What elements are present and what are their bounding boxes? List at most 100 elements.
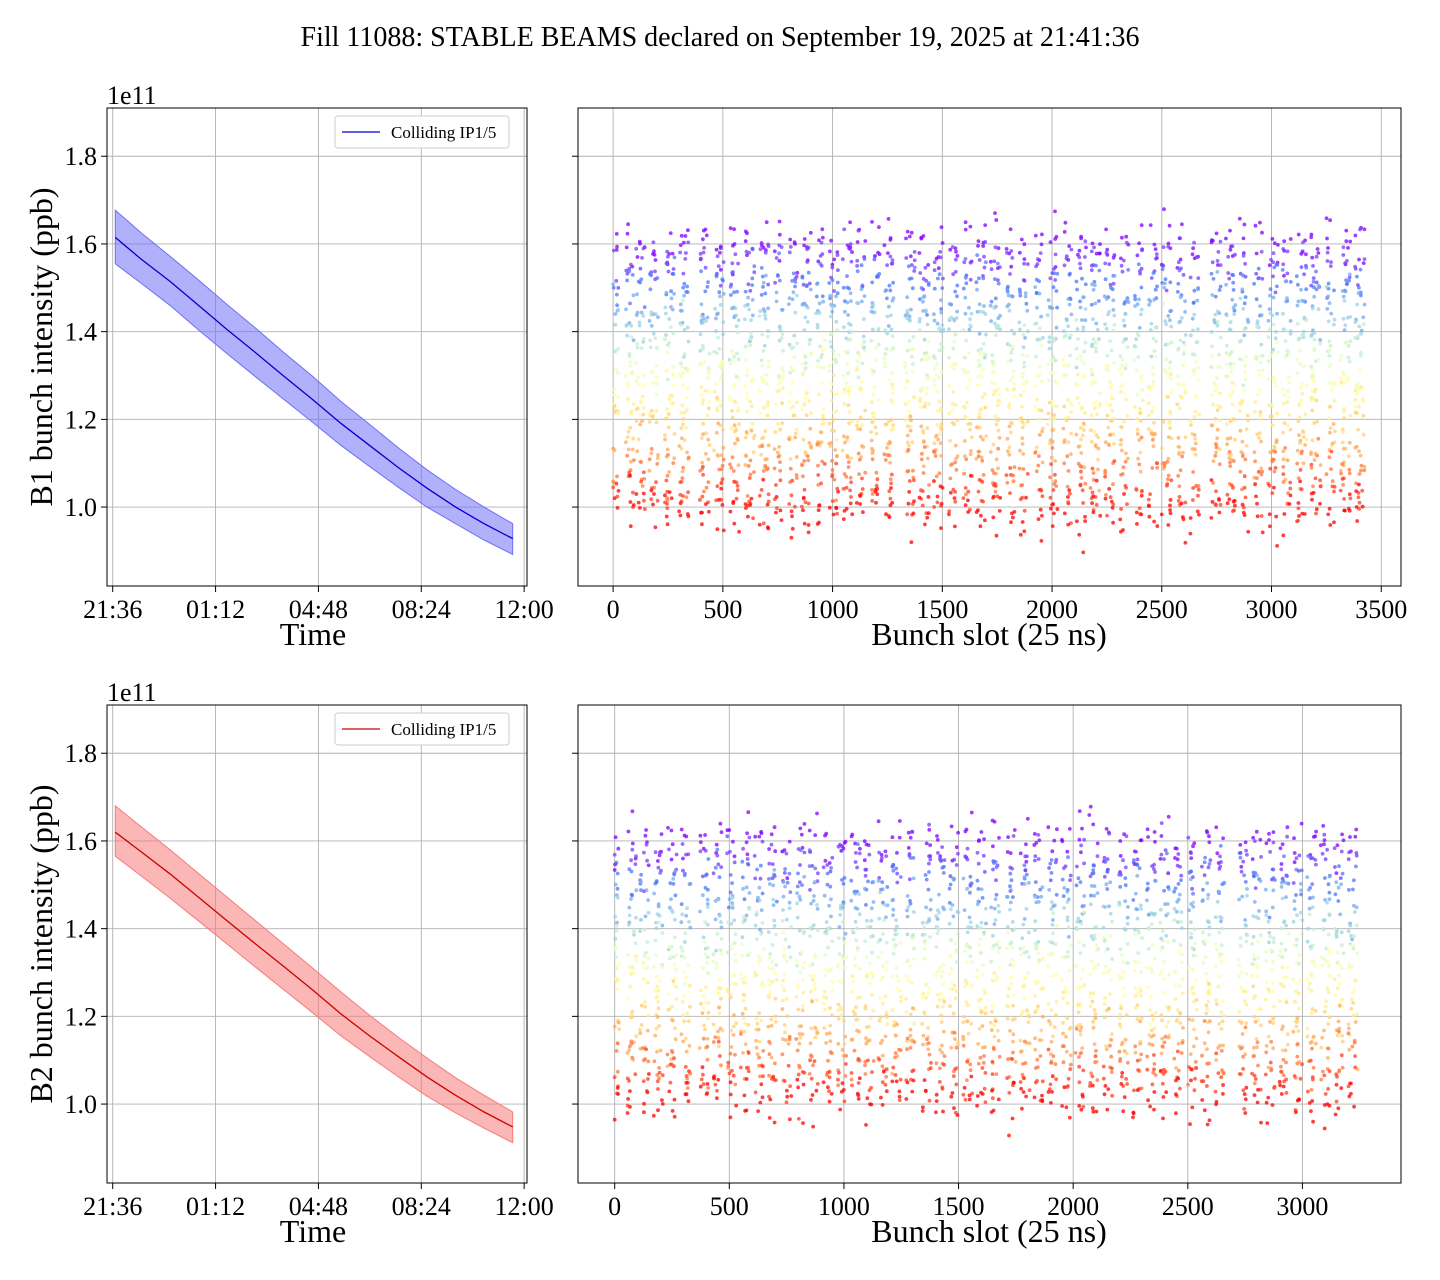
b1-slots-bunch-point <box>1309 232 1314 237</box>
b2-slots-bunch-point <box>938 965 942 970</box>
b1-slots-bunch-point <box>1168 376 1173 381</box>
b2-slots-bunch-point <box>1258 837 1263 842</box>
b1-slots-bunch-point <box>968 323 973 328</box>
b1-slots-bunch-point <box>750 283 755 287</box>
b2-slots-bunch-point <box>1005 894 1009 899</box>
b1-slots-bunch-point <box>848 475 853 480</box>
b1-slots-bunch-point <box>1022 508 1027 513</box>
b2-slots-bunch-point <box>730 895 735 900</box>
b1-slots-bunch-point <box>1309 452 1313 456</box>
b1-slots-bunch-point <box>830 458 834 463</box>
b1-slots-bunch-point <box>790 297 795 302</box>
b1-slots-bunch-point <box>889 327 894 332</box>
b2-slots-bunch-point <box>898 875 903 879</box>
b1-slots-bunch-point <box>1296 419 1301 424</box>
b1-slots-bunch-point <box>748 458 753 463</box>
b1-slots-bunch-point <box>1358 350 1363 355</box>
b1-slots-bunch-point <box>760 436 764 441</box>
b1-slots-bunch-point <box>1105 247 1110 252</box>
b2-slots-bunch-point <box>879 852 884 857</box>
b2-slots-bunch-point <box>841 956 846 961</box>
b2-slots-bunch-point <box>1027 881 1031 885</box>
b1-slots-bunch-point <box>777 232 782 237</box>
b1-slots-bunch-point <box>1112 442 1116 446</box>
b2-slots-bunch-point <box>1135 916 1140 921</box>
b2-slots-bunch-point <box>1256 956 1261 960</box>
b2-slots-bunch-point <box>1061 894 1066 898</box>
b1-slots-bunch-point <box>666 425 671 430</box>
b1-slots-bunch-point <box>976 348 981 353</box>
b2-slots-bunch-point <box>984 906 988 911</box>
b2-slots-bunch-point <box>1125 915 1130 920</box>
b1-slots-bunch-point <box>615 292 619 297</box>
b1-slots-bunch-point <box>1243 495 1248 500</box>
b1-slots-bunch-point <box>1237 340 1242 344</box>
b2-slots-bunch-point <box>706 905 710 909</box>
b2-slots-bunch-point <box>811 898 816 903</box>
b1-slots-bunch-point <box>1096 457 1100 462</box>
b2-slots-bunch-point <box>1280 896 1285 901</box>
b1-slots-bunch-point <box>1138 271 1142 276</box>
b1-slots-bunch-point <box>963 311 968 316</box>
b2-slots-bunch-point <box>1133 986 1137 991</box>
b1-slots-bunch-point <box>1286 395 1291 400</box>
b1-slots-bunch-point <box>827 281 832 285</box>
b2-slots-bunch-point <box>1309 946 1314 951</box>
b1-slots-bunch-point <box>1257 354 1262 359</box>
b1-slots-bunch-point <box>1325 307 1330 311</box>
b2-slots-bunch-point <box>768 983 772 988</box>
b2-slots-bunch-point <box>838 913 842 917</box>
b2-slots-bunch-point <box>824 967 828 972</box>
b2-slots-bunch-point <box>1101 904 1106 909</box>
b1-slots-bunch-point <box>680 469 685 474</box>
b1-slots-bunch-point <box>947 355 952 360</box>
b1-slots-bunch-point <box>777 243 782 248</box>
b1-slots-bunch-point <box>1328 523 1333 527</box>
b2-slots-bunch-point <box>1325 959 1329 964</box>
b2-slots-bunch-point <box>1012 927 1017 932</box>
b1-slots-bunch-point <box>1318 484 1323 489</box>
b1-slots-bunch-point <box>1255 392 1260 397</box>
b1-slots-bunch-point <box>1270 313 1275 318</box>
b1-slots-bunch-point <box>1096 467 1100 472</box>
b1-slots-bunch-point <box>789 493 794 498</box>
b1-slots-bunch-point <box>1228 419 1233 424</box>
b1-slots-bunch-point <box>1245 317 1250 322</box>
b1-slots-bunch-point <box>667 317 672 321</box>
b1-slots-bunch-point <box>1229 370 1233 374</box>
b2-slots-bunch-point <box>789 924 793 929</box>
b1-slots-bunch-point <box>700 494 705 499</box>
b2-slots-bunch-point <box>828 884 833 889</box>
b1-slots-bunch-point <box>1274 438 1279 443</box>
b1-slots-bunch-point <box>683 234 688 238</box>
b2-slots-bunch-point <box>862 858 867 863</box>
b2-slots-bunch-point <box>881 964 886 968</box>
b1-slots-bunch-point <box>1048 240 1053 245</box>
b2-slots-bunch-point <box>1159 821 1164 825</box>
b1-slots-bunch-point <box>869 400 874 404</box>
b1-slots-bunch-point <box>641 340 646 344</box>
b1-slots-bunch-point <box>950 462 954 466</box>
b2-slots-bunch-point <box>1066 925 1071 930</box>
b1-slots-bunch-point <box>1225 501 1230 506</box>
b2-slots-bunch-point <box>1121 858 1125 863</box>
b2-slots-bunch-point <box>1238 936 1243 940</box>
b2-slots-bunch-point <box>781 908 785 912</box>
b2-slots-bunch-point <box>891 951 896 956</box>
b1-slots-bunch-point <box>665 502 669 506</box>
b2-slots-bunch-point <box>799 848 803 853</box>
b1-slots-bunch-point <box>909 307 913 312</box>
b1-slots-bunch-point <box>988 259 993 264</box>
b1-slots-bunch-point <box>1026 329 1030 334</box>
b2-slots-bunch-point <box>1334 931 1339 936</box>
b1-slots-bunch-point <box>1098 242 1102 247</box>
b1-slots-bunch-point <box>641 246 646 251</box>
b2-slots-bunch-point <box>1326 932 1331 937</box>
b2-slots-bunch-point <box>1252 900 1257 904</box>
b1-slots-bunch-point <box>938 250 943 254</box>
b2-slots-bunch-point <box>781 849 785 854</box>
b2-slots-bunch-point <box>843 941 847 945</box>
b1-slots-bunch-point <box>1138 450 1143 455</box>
b1-slots-bunch-point <box>1330 441 1335 446</box>
b1-slots-bunch-point <box>1162 207 1166 212</box>
